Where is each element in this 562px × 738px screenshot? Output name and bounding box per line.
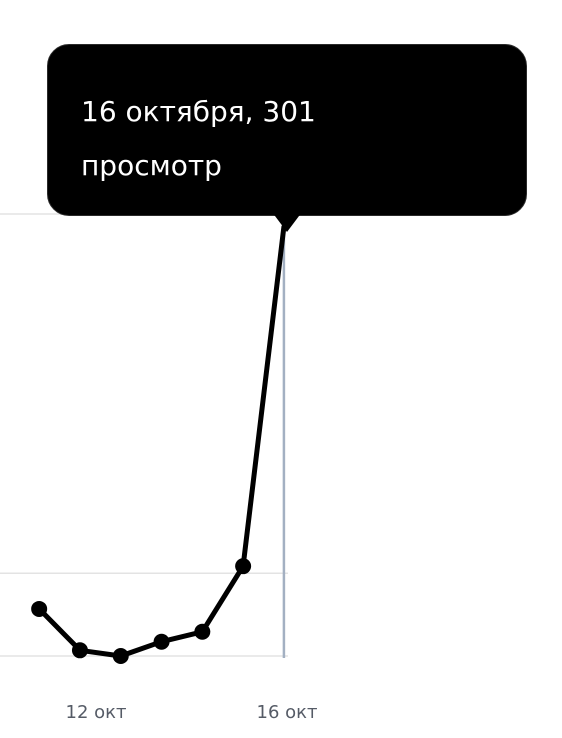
data-point-15 [235,558,252,575]
tooltip-pointer [272,212,302,232]
data-points [31,558,252,664]
series-line [36,224,287,659]
gridlines [0,213,288,657]
data-point-13 [153,633,170,650]
tooltip-unit: просмотр [81,149,222,182]
x-tick-label-12: 12 окт [66,702,127,723]
x-axis-ticks: 12 окт 16 окт [66,702,318,723]
x-tick-label-16: 16 окт [257,702,318,723]
data-point-10 [31,600,48,617]
data-point-11 [71,642,88,659]
chart-tooltip: 16 октября, 301 просмотр [47,44,527,216]
data-point-12 [112,648,129,664]
tooltip-date-value: 16 октября, 301 [81,95,316,128]
series-path [36,224,287,659]
data-point-14 [194,623,211,640]
